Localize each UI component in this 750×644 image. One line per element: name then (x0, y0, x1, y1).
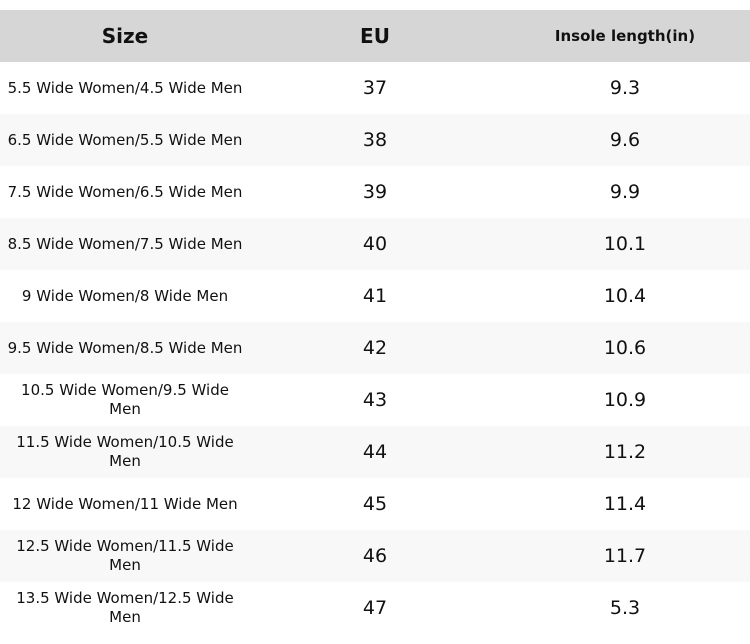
cell-insole-length: 11.7 (500, 530, 750, 582)
cell-size: 5.5 Wide Women/4.5 Wide Men (7, 78, 243, 97)
cell-insole-length: 11.2 (500, 426, 750, 478)
cell-eu: 45 (362, 493, 388, 515)
cell-size: 9 Wide Women/8 Wide Men (21, 286, 229, 305)
cell-size: 11.5 Wide Women/10.5 Wide Men (0, 426, 250, 478)
cell-size: 8.5 Wide Women/7.5 Wide Men (0, 218, 250, 270)
cell-size: 6.5 Wide Women/5.5 Wide Men (0, 114, 250, 166)
table-row: 12 Wide Women/11 Wide Men 45 11.4 (0, 478, 750, 530)
cell-eu: 47 (362, 597, 388, 619)
cell-size: 13.5 Wide Women/12.5 Wide Men (16, 589, 234, 626)
cell-size: 9.5 Wide Women/8.5 Wide Men (0, 322, 250, 374)
table-row: 9.5 Wide Women/8.5 Wide Men 42 10.6 (0, 322, 750, 374)
table-row: 5.5 Wide Women/4.5 Wide Men 37 9.3 (0, 62, 750, 114)
cell-eu: 42 (250, 322, 500, 374)
cell-eu: 41 (362, 285, 388, 307)
cell-insole-length: 10.4 (603, 285, 647, 307)
cell-eu: 37 (362, 77, 388, 99)
cell-eu: 40 (250, 218, 500, 270)
cell-size: 12 Wide Women/11 Wide Men (12, 494, 238, 513)
table-row: 8.5 Wide Women/7.5 Wide Men 40 10.1 (0, 218, 750, 270)
table-row: 13.5 Wide Women/12.5 Wide Men 47 5.3 (0, 582, 750, 634)
cell-eu: 43 (362, 389, 388, 411)
cell-eu: 44 (250, 426, 500, 478)
table-row: 9 Wide Women/8 Wide Men 41 10.4 (0, 270, 750, 322)
header-row: Size EU Insole length(in) (0, 10, 750, 62)
table-row: 12.5 Wide Women/11.5 Wide Men 46 11.7 (0, 530, 750, 582)
cell-eu: 38 (250, 114, 500, 166)
cell-size: 7.5 Wide Women/6.5 Wide Men (7, 182, 243, 201)
cell-eu: 39 (362, 181, 388, 203)
cell-size: 12.5 Wide Women/11.5 Wide Men (0, 530, 250, 582)
cell-insole-length: 9.3 (609, 77, 641, 99)
header-insole-length: Insole length(in) (500, 10, 750, 62)
size-chart-table: Size EU Insole length(in) 5.5 Wide Women… (0, 10, 750, 634)
cell-insole-length: 10.9 (603, 389, 647, 411)
cell-insole-length: 5.3 (609, 597, 641, 619)
cell-eu: 46 (250, 530, 500, 582)
table-row: 7.5 Wide Women/6.5 Wide Men 39 9.9 (0, 166, 750, 218)
cell-insole-length: 10.6 (500, 322, 750, 374)
table-row: 11.5 Wide Women/10.5 Wide Men 44 11.2 (0, 426, 750, 478)
cell-size: 10.5 Wide Women/9.5 Wide Men (21, 381, 229, 418)
header-size: Size (0, 10, 250, 62)
header-eu: EU (250, 10, 500, 62)
cell-insole-length: 9.9 (609, 181, 641, 203)
table-row: 6.5 Wide Women/5.5 Wide Men 38 9.6 (0, 114, 750, 166)
cell-insole-length: 11.4 (603, 493, 647, 515)
cell-insole-length: 10.1 (500, 218, 750, 270)
cell-insole-length: 9.6 (500, 114, 750, 166)
table-row: 10.5 Wide Women/9.5 Wide Men 43 10.9 (0, 374, 750, 426)
